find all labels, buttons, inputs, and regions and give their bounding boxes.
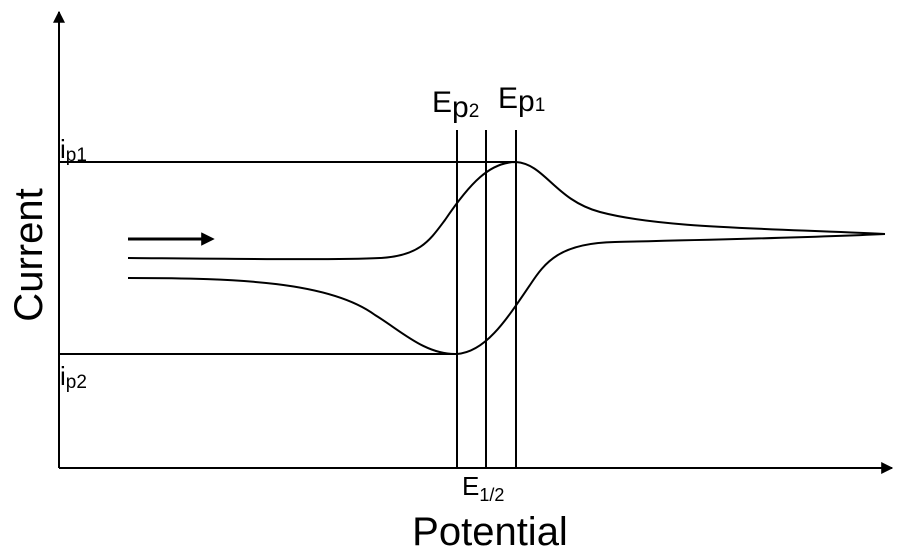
- e-half-label-main: E: [462, 471, 479, 501]
- ip1-label: ip1: [60, 134, 87, 166]
- forward-scan-curve: [128, 162, 885, 259]
- ip2-label: ip2: [60, 361, 87, 393]
- y-axis-label: Current: [7, 188, 51, 321]
- ip2-label-sub: p2: [66, 372, 87, 393]
- ep2-label-sub: p: [452, 91, 469, 124]
- ep2-label-main: E: [432, 86, 452, 119]
- ep2-label: Ep2: [432, 86, 479, 124]
- reverse-scan-curve: [128, 234, 885, 354]
- ep2-label-subsub: 2: [469, 101, 480, 122]
- x-axis-label: Potential: [412, 510, 568, 554]
- e-half-label: E1/2: [462, 471, 504, 505]
- ip1-label-sub: p1: [66, 145, 87, 166]
- ep1-label-main: E: [498, 82, 518, 115]
- ep1-label-subsub: 1: [535, 95, 546, 116]
- ep1-label: Ep1: [498, 82, 545, 118]
- ep1-label-sub: p: [518, 85, 535, 118]
- e-half-label-sub: 1/2: [479, 485, 504, 505]
